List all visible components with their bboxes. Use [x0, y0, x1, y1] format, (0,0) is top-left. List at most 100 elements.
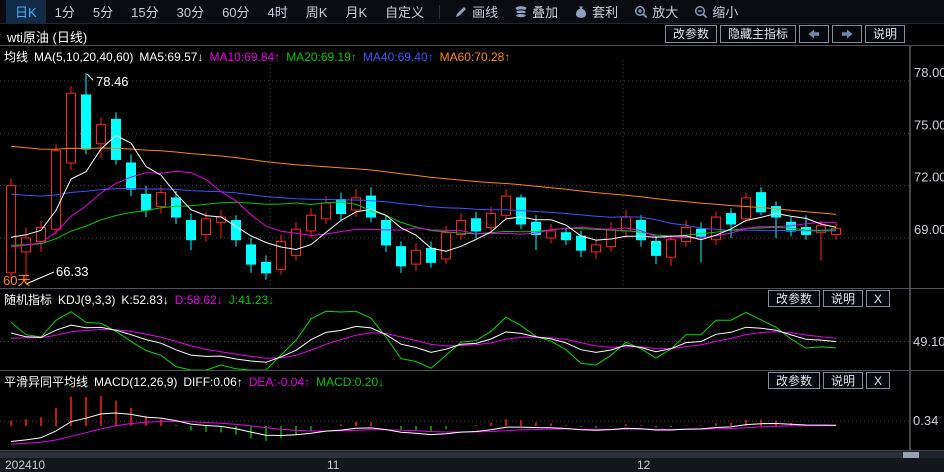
indicator-name: 随机指标	[4, 293, 53, 307]
ma-indicator-header: 均线 MA(5,10,20,40,60) MA5:69.57↓ MA10:69.84↑…	[4, 48, 516, 65]
period-tab[interactable]: 周K	[305, 5, 328, 20]
pencil-icon	[456, 6, 467, 17]
candle	[516, 194, 526, 230]
d-line	[10, 328, 837, 359]
candle	[396, 241, 406, 273]
period-tab[interactable]: 月K	[345, 5, 368, 20]
high-marker-line	[86, 73, 94, 81]
high-annotation: 78.46	[96, 74, 129, 89]
kdj-button-group: 改参数 说明 X	[767, 290, 890, 307]
candle	[591, 239, 601, 259]
indicator-value: DEA:-0.04↑	[248, 375, 311, 389]
dea-line	[10, 420, 837, 445]
candle	[696, 222, 706, 263]
prev-button[interactable]	[798, 25, 829, 43]
change-params-button[interactable]: 改参数	[767, 290, 820, 307]
indicator-value: MA20:69.19↑	[286, 50, 357, 64]
period-tab[interactable]: 1分	[54, 5, 75, 20]
indicator-value: MACD:0.20↓	[316, 375, 385, 389]
close-button[interactable]: X	[865, 290, 890, 307]
indicator-value: MA10:69.84↑	[209, 50, 281, 64]
kdj-chart[interactable]: 49.10	[0, 289, 944, 370]
candle	[576, 230, 586, 258]
candle	[501, 189, 511, 221]
title-button-group: 改参数 隐藏主指标 说明	[664, 25, 905, 43]
arrow-right-icon	[841, 29, 853, 39]
indicator-name: 平滑异同平均线	[4, 375, 89, 389]
horizontal-scrollbar[interactable]	[0, 450, 944, 458]
help-button[interactable]: 说明	[864, 25, 905, 43]
candle	[6, 178, 16, 280]
macd-header: 平滑异同平均线 MACD(12,26,9) DIFF:0.06↑ DEA:-0.04↑…	[4, 373, 390, 390]
candle	[66, 86, 76, 170]
price-axis-label: 72.00	[914, 170, 944, 185]
period-tabs: 日K 1分 5分 15分 30分 60分 4时 周K 月K 自定义	[6, 0, 433, 23]
candle	[561, 227, 571, 245]
candle	[606, 222, 616, 252]
low-marker-line	[25, 271, 55, 285]
low-annotation: 66.33	[56, 264, 89, 279]
diff-line	[10, 412, 837, 442]
price-axis-label: 78.00	[914, 65, 944, 80]
kdj-panel: 49.10 随机指标 KDJ(9,3,3) K:52.83↓ D:58.62↓ J:41…	[0, 288, 944, 370]
indicator-name: 均线	[4, 50, 29, 64]
candle	[666, 234, 676, 266]
next-button[interactable]	[831, 25, 862, 43]
draw-line-button[interactable]: 画线	[446, 0, 506, 23]
indicator-formula: MA(5,10,20,40,60)	[34, 50, 134, 64]
overlay-button[interactable]: 叠加	[506, 0, 566, 23]
money-bag-icon	[576, 6, 587, 18]
scrollbar-range[interactable]	[0, 452, 902, 458]
change-params-button[interactable]: 改参数	[767, 372, 820, 389]
candle	[231, 215, 241, 247]
period-tab[interactable]: 4时	[267, 5, 288, 20]
help-button[interactable]: 说明	[822, 290, 863, 307]
period-tab[interactable]: 60分	[222, 5, 250, 20]
ma10-line	[10, 170, 837, 248]
indicator-value: D:58.62↓	[174, 293, 223, 307]
candle	[261, 255, 271, 280]
period-tab[interactable]: 日K	[6, 0, 46, 23]
title-bar: wti原油 (日线) 改参数 隐藏主指标 说明	[0, 24, 944, 46]
period-tab[interactable]: 5分	[92, 5, 114, 20]
price-chart-panel: 78.00 75.00 72.00 69.00 78.46 66.33 60天 均线 MA(5…	[0, 46, 944, 288]
macd-chart[interactable]: 0.34	[0, 371, 944, 450]
scrollbar-thumb[interactable]	[903, 452, 919, 458]
period-tab[interactable]: 15分	[131, 5, 159, 20]
main-price-chart[interactable]: 78.00 75.00 72.00 69.00 78.46 66.33 60天	[0, 46, 944, 288]
close-button[interactable]: X	[865, 372, 890, 389]
zoom-in-button[interactable]: 放大	[626, 0, 686, 23]
candle	[651, 236, 661, 265]
indicator-value: K:52.83↓	[121, 293, 169, 307]
candle	[816, 220, 826, 261]
j-line	[10, 310, 837, 370]
help-button[interactable]: 说明	[822, 372, 863, 389]
arbitrage-label: 套利	[592, 5, 619, 20]
candle	[126, 154, 136, 197]
candle	[456, 213, 466, 240]
candle	[411, 243, 421, 272]
magnifier-plus-icon	[635, 5, 648, 18]
candle	[366, 187, 376, 223]
candle	[306, 208, 316, 238]
indicator-formula: KDJ(9,3,3)	[58, 293, 116, 307]
indicator-value: J:41.23↓	[228, 293, 275, 307]
candle	[381, 215, 391, 252]
draw-line-label: 画线	[472, 5, 499, 20]
hide-main-indicator-button[interactable]: 隐藏主指标	[719, 25, 796, 43]
ma-lines	[10, 134, 837, 252]
macd-values: DIFF:0.06↑ DEA:-0.04↑ MACD:0.20↓	[183, 375, 390, 389]
period-tab[interactable]: 30分	[176, 5, 205, 20]
overlay-label: 叠加	[532, 5, 559, 20]
ma40-line	[10, 188, 837, 232]
candle	[291, 222, 301, 261]
period-tab[interactable]: 自定义	[385, 5, 425, 20]
candle	[81, 72, 91, 155]
arbitrage-button[interactable]: 套利	[566, 0, 626, 23]
indicator-value: MA40:69.40↑	[362, 50, 434, 64]
change-params-button[interactable]: 改参数	[664, 25, 717, 43]
candle	[171, 190, 181, 225]
zoom-out-button[interactable]: 缩小	[686, 0, 746, 23]
ma60-line	[10, 145, 837, 215]
kdj-axis-label: 49.10	[913, 334, 944, 349]
